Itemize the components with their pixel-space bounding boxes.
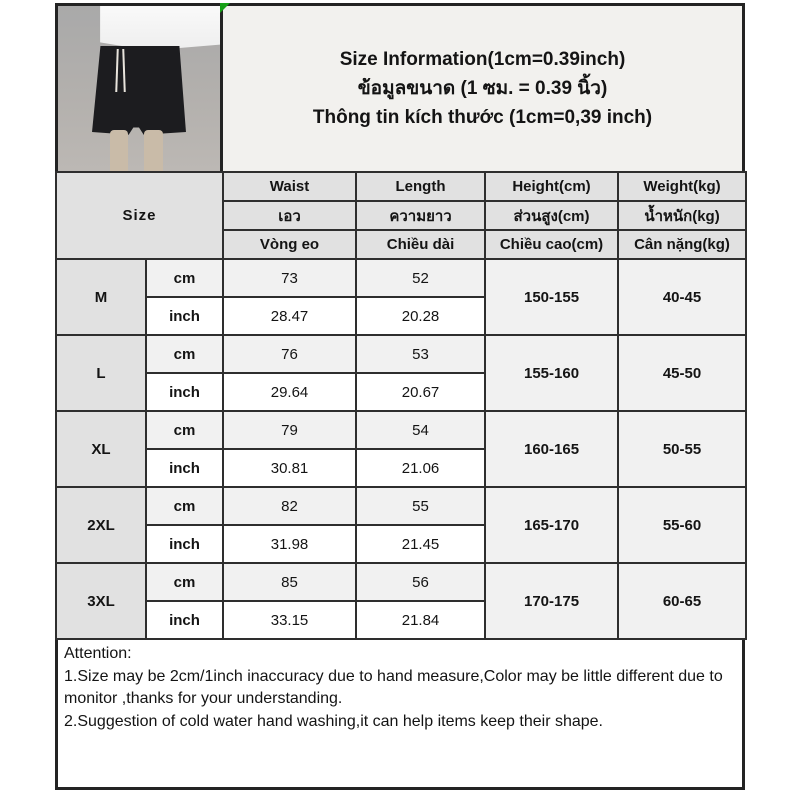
length-cm-value: 54 [355,410,487,450]
col-weight-vi: Cân nặng(kg) [617,229,748,260]
size-info-title-block: Size Information(1cm=0.39inch) ข้อมูลขนา… [223,6,742,171]
length-inch-value: 20.67 [355,372,487,412]
size-chart-sheet: Size Information(1cm=0.39inch) ข้อมูลขนา… [54,3,748,790]
size-header-cell: Size [54,171,225,260]
weight-range-value: 45-50 [617,334,748,412]
title-thai: ข้อมูลขนาด (1 ซม. = 0.39 นิ้ว) [357,77,608,99]
length-inch-value: 21.84 [355,600,487,640]
unit-cm-label: cm [144,562,225,602]
unit-cm-label: cm [144,334,225,374]
waist-cm-value: 85 [222,562,358,602]
col-weight-th: น้ำหนัก(kg) [617,200,748,231]
length-cm-value: 53 [355,334,487,374]
size-label-l: L [55,334,147,412]
height-range-value: 170-175 [484,562,620,640]
length-inch-value: 21.06 [355,448,487,488]
waist-cm-value: 76 [222,334,358,374]
leg-shape [143,129,164,171]
title-english: Size Information(1cm=0.39inch) [339,48,626,70]
header-row-vi: Vòng eo Chiều dài Chiều cao(cm) Cân nặng… [56,229,748,260]
attention-note: Attention: 1.Size may be 2cm/1inch inacc… [58,640,742,787]
size-label-2xl: 2XL [55,486,147,564]
size-label-xl: XL [55,410,147,488]
attention-line-1: 1.Size may be 2cm/1inch inaccuracy due t… [64,667,723,708]
table-row: inch 33.15 21.84 [56,600,746,640]
attention-heading: Attention: [64,645,132,662]
white-shirt-shape [100,6,220,51]
length-cm-value: 56 [355,562,487,602]
length-cm-value: 55 [355,486,487,526]
weight-range-value: 60-65 [617,562,748,640]
col-length-en: Length [355,171,487,202]
black-shorts-shape [92,45,186,135]
header-row-en: Size Waist Length Height(cm) Weight(kg) [54,171,748,260]
unit-inch-label: inch [144,296,225,336]
waist-inch-value: 31.98 [222,524,358,564]
col-height-en: Height(cm) [484,171,620,202]
length-cm-value: 52 [355,258,487,298]
table-row: 3XL cm 85 56 170-175 60-65 [55,562,748,640]
table-row: inch 30.81 21.06 [56,448,746,488]
unit-cm-label: cm [144,486,225,526]
table-row: M cm 73 52 150-155 40-45 [55,258,748,336]
header-row-th: เอว ความยาว ส่วนสูง(cm) น้ำหนัก(kg) [56,200,748,231]
col-waist-vi: Vòng eo [222,229,358,260]
waist-inch-value: 30.81 [222,448,358,488]
unit-cm-label: cm [144,258,225,298]
unit-cm-label: cm [144,410,225,450]
size-label-3xl: 3XL [55,562,147,640]
col-length-th: ความยาว [355,200,487,231]
length-inch-value: 21.45 [355,524,487,564]
unit-inch-label: inch [144,600,225,640]
height-range-value: 150-155 [484,258,620,336]
table-row: 2XL cm 82 55 165-170 55-60 [55,486,748,564]
weight-range-value: 50-55 [617,410,748,488]
unit-inch-label: inch [144,448,225,488]
top-row: Size Information(1cm=0.39inch) ข้อมูลขนา… [58,3,742,171]
product-photo [58,6,223,171]
col-waist-en: Waist [222,171,358,202]
table-row: inch 29.64 20.67 [56,372,746,412]
col-waist-th: เอว [222,200,358,231]
col-length-vi: Chiều dài [355,229,487,260]
table-row: XL cm 79 54 160-165 50-55 [55,410,748,488]
height-range-value: 160-165 [484,410,620,488]
waist-inch-value: 28.47 [222,296,358,336]
unit-inch-label: inch [144,372,225,412]
waist-inch-value: 29.64 [222,372,358,412]
table-row: L cm 76 53 155-160 45-50 [55,334,748,412]
col-weight-en: Weight(kg) [617,171,748,202]
size-table: Size Waist Length Height(cm) Weight(kg) … [54,171,748,640]
length-inch-value: 20.28 [355,296,487,336]
attention-line-2: 2.Suggestion of cold water hand washing,… [64,712,603,730]
waist-cm-value: 82 [222,486,358,526]
waist-cm-value: 73 [222,258,358,298]
unit-inch-label: inch [144,524,225,564]
table-row: inch 31.98 21.45 [56,524,746,564]
weight-range-value: 55-60 [617,486,748,564]
height-range-value: 165-170 [484,486,620,564]
table-row: inch 28.47 20.28 [56,296,746,336]
leg-shape [109,129,128,171]
weight-range-value: 40-45 [617,258,748,336]
green-corner-marker [220,3,230,13]
col-height-vi: Chiều cao(cm) [484,229,620,260]
waist-inch-value: 33.15 [222,600,358,640]
title-vietnamese: Thông tin kích thước (1cm=0,39 inch) [312,106,653,128]
height-range-value: 155-160 [484,334,620,412]
col-height-th: ส่วนสูง(cm) [484,200,620,231]
size-label-m: M [55,258,147,336]
waist-cm-value: 79 [222,410,358,450]
